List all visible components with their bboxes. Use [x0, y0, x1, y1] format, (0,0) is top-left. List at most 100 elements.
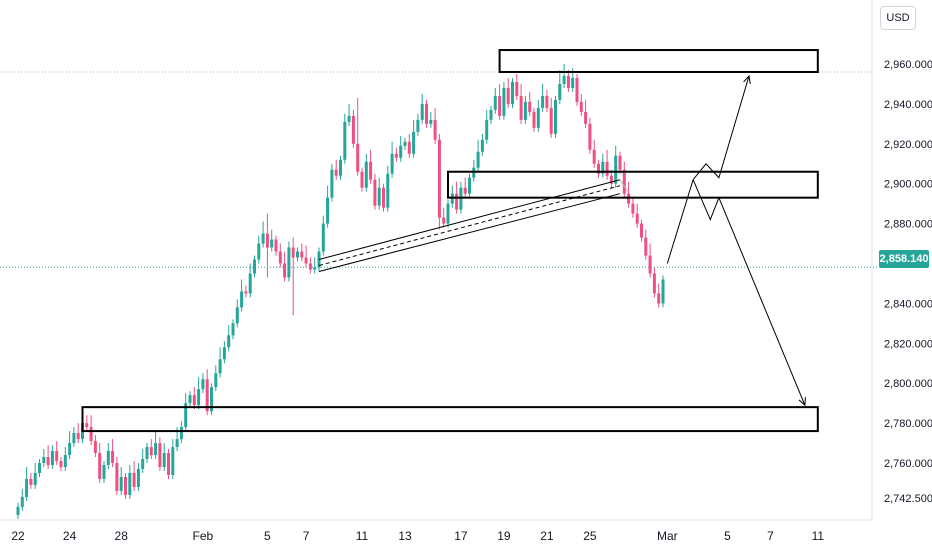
candle-up — [364, 161, 368, 188]
candle-down — [437, 139, 441, 218]
candle-up — [50, 451, 54, 465]
candle-down — [575, 77, 579, 102]
candle-down — [360, 171, 364, 188]
candle-up — [403, 141, 407, 146]
candle-up — [16, 506, 20, 515]
candle-down — [528, 101, 532, 112]
candle-down — [76, 433, 80, 440]
candle-down — [55, 451, 59, 462]
candle-up — [210, 387, 213, 412]
candle-down — [149, 447, 153, 456]
candle-up — [313, 267, 317, 270]
candle-down — [46, 457, 50, 465]
candle-down — [463, 187, 467, 194]
channel-extension-line — [619, 179, 629, 192]
x-tick-label: Feb — [193, 529, 214, 543]
bull-path-arrowhead — [743, 74, 751, 84]
candle-down — [566, 75, 570, 88]
candle-down — [592, 149, 596, 164]
candle-down — [308, 263, 312, 270]
candle-down — [334, 169, 338, 176]
bear-path-arrowhead — [798, 397, 806, 407]
candle-up — [201, 379, 205, 390]
candle-up — [321, 223, 325, 252]
candle-up — [231, 323, 235, 336]
y-tick-label: 2,900.000 — [884, 179, 932, 191]
candle-up — [476, 151, 480, 168]
candle-up — [661, 279, 665, 304]
candle-up — [562, 75, 566, 84]
y-tick-label: 2,960.000 — [884, 59, 932, 71]
zone-box — [81, 406, 819, 433]
candle-up — [136, 468, 140, 487]
candle-up — [429, 119, 433, 124]
candle-up — [377, 187, 381, 206]
candle-down — [618, 155, 622, 170]
candle-down — [584, 111, 588, 124]
candle-up — [416, 119, 420, 132]
candle-up — [502, 87, 506, 116]
currency-button[interactable]: USD — [880, 6, 916, 30]
candle-down — [111, 451, 115, 463]
x-tick-label: 17 — [454, 529, 468, 543]
candle-up — [485, 119, 489, 140]
candle-up — [119, 476, 123, 491]
candle-up — [20, 496, 24, 507]
candle-down — [635, 213, 639, 224]
candle-up — [25, 478, 29, 497]
candle-down — [545, 95, 549, 108]
candle-up — [72, 433, 76, 444]
x-tick-label: 5 — [724, 529, 731, 543]
candle-up — [399, 145, 403, 158]
candle-down — [579, 101, 583, 112]
candle-down — [498, 95, 502, 116]
candle-up — [102, 464, 106, 479]
candle-up — [326, 197, 330, 224]
candle-down — [425, 103, 428, 124]
y-tick-label: 2,780.000 — [884, 418, 932, 430]
candle-up — [330, 169, 334, 198]
candle-up — [42, 457, 46, 463]
candle-down — [89, 427, 93, 442]
candle-up — [296, 251, 299, 258]
y-tick-label: 2,800.000 — [884, 378, 932, 390]
candle-up — [339, 159, 342, 176]
candle-down — [278, 251, 282, 264]
x-tick-label: 28 — [115, 529, 129, 543]
y-tick-label: 2,880.000 — [884, 219, 932, 231]
candle-up — [248, 273, 252, 294]
x-tick-label: 13 — [398, 529, 412, 543]
candle-down — [407, 141, 411, 154]
candle-up — [154, 443, 158, 456]
candle-down — [631, 203, 635, 214]
candle-down — [609, 175, 613, 184]
y-tick-label: 2,920.000 — [884, 139, 932, 151]
y-tick-label: 2,760.000 — [884, 458, 932, 470]
candle-up — [468, 177, 471, 194]
candle-down — [158, 443, 162, 467]
candle-up — [128, 472, 132, 495]
candle-down — [519, 95, 523, 120]
x-tick-label: Mar — [657, 529, 678, 543]
candle-down — [29, 478, 33, 485]
candle-down — [640, 223, 643, 238]
candle-down — [549, 107, 553, 134]
x-tick-label: 7 — [767, 529, 774, 543]
candle-down — [369, 161, 373, 180]
candle-up — [257, 243, 261, 260]
candle-up — [614, 155, 618, 184]
candle-up — [489, 109, 493, 120]
candle-up — [558, 83, 562, 100]
candle-down — [644, 237, 648, 256]
candle-up — [480, 139, 484, 152]
candle-up — [63, 455, 67, 467]
candle-down — [132, 472, 136, 487]
y-tick-label: 2,840.000 — [884, 298, 932, 310]
candle-down — [115, 463, 119, 491]
candle-up — [253, 259, 256, 274]
candle-up — [347, 115, 351, 122]
candle-down — [657, 293, 661, 304]
candle-down — [124, 476, 127, 495]
